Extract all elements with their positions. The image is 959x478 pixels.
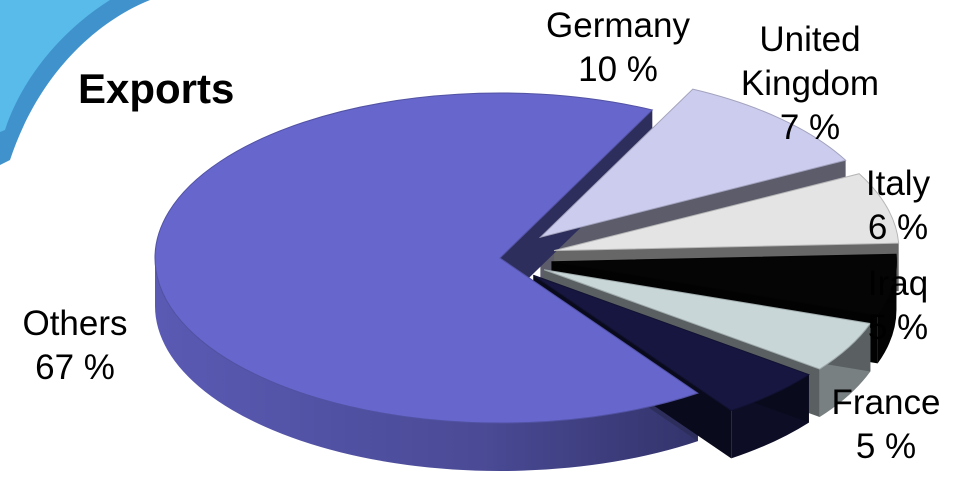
corner-swoosh-inner bbox=[0, 0, 110, 132]
slice-label-iraq: Iraq 5 % bbox=[848, 262, 948, 350]
slice-iraq bbox=[543, 269, 872, 370]
slice-name: France bbox=[831, 383, 941, 422]
slice-value: 10 % bbox=[578, 50, 658, 89]
slice-value: 67 % bbox=[35, 348, 115, 387]
slice-france bbox=[533, 274, 811, 411]
slice-name: Germany bbox=[546, 6, 690, 45]
slice-label-germany: Germany 10 % bbox=[528, 4, 708, 92]
slice-value: 5 % bbox=[867, 308, 929, 347]
slice-name-line-1: United bbox=[759, 20, 861, 59]
slice-name-line-2: Kingdom bbox=[740, 64, 880, 103]
slice-others bbox=[154, 92, 699, 424]
slice-value: 5 % bbox=[855, 427, 917, 466]
slice-label-united-kingdom: United Kingdom 7 % bbox=[710, 18, 910, 150]
slice-side-others bbox=[154, 258, 698, 471]
slice-name: Italy bbox=[865, 164, 931, 203]
slice-italy bbox=[551, 253, 897, 316]
slice-value: 7 % bbox=[779, 108, 841, 147]
slice-value: 6 % bbox=[867, 208, 929, 247]
chart-title: Exports bbox=[78, 65, 235, 112]
slice-germany bbox=[538, 88, 847, 239]
slice-united-kingdom bbox=[553, 173, 900, 252]
slice-label-france: France 5 % bbox=[816, 381, 956, 469]
slice-label-others: Others 67 % bbox=[0, 302, 150, 390]
slice-side-italy bbox=[877, 261, 897, 364]
slice-label-italy: Italy 6 % bbox=[848, 162, 948, 250]
slice-name: Others bbox=[22, 304, 128, 343]
slice-name: Iraq bbox=[867, 264, 929, 303]
